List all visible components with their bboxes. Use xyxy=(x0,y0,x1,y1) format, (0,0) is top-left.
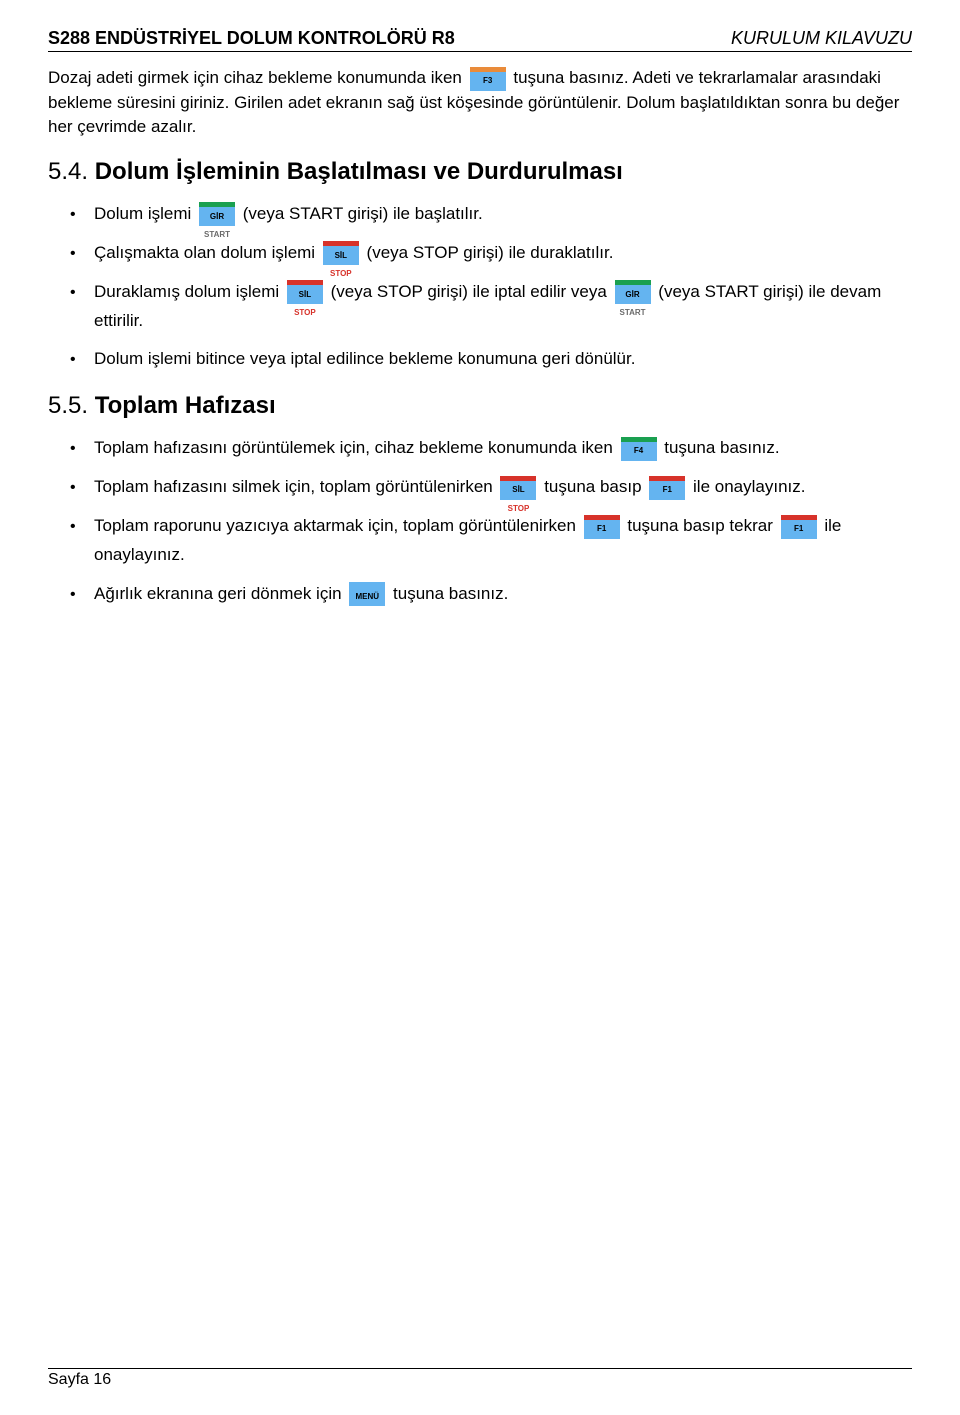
item-text: Ağırlık ekranına geri dönmek için xyxy=(94,584,346,603)
item-text: Dolum işlemi bitince veya iptal edilince… xyxy=(94,349,635,368)
item-text: (veya START girişi) ile başlatılır. xyxy=(243,204,483,223)
f1-key[interactable]: F1 xyxy=(781,515,817,539)
page-footer: Sayfa 16 xyxy=(48,1368,912,1389)
menu-key-label: MENÜ xyxy=(349,587,385,606)
item-text: tuşuna basıp xyxy=(544,477,646,496)
header-right: KURULUM KILAVUZU xyxy=(731,28,912,49)
section-5-4-num: 5.4. xyxy=(48,158,88,185)
header-left: S288 ENDÜSTRİYEL DOLUM KONTROLÖRÜ R8 xyxy=(48,28,455,49)
sil-key[interactable]: SİL STOP xyxy=(287,280,323,304)
sil-key-label: SİL xyxy=(287,285,323,304)
section-5-5-num: 5.5. xyxy=(48,392,88,419)
item-text: Dolum işlemi xyxy=(94,204,196,223)
item-text: Toplam hafızasını silmek için, toplam gö… xyxy=(94,477,497,496)
f1-key-label: F1 xyxy=(781,520,817,539)
item-text: (veya STOP girişi) ile duraklatılır. xyxy=(367,243,614,262)
item-text: tuşuna basınız. xyxy=(664,438,779,457)
item-text: ile onaylayınız. xyxy=(693,477,805,496)
page-number: Sayfa 16 xyxy=(48,1371,111,1388)
menu-key[interactable]: MENÜ xyxy=(349,582,385,606)
item-text: Çalışmakta olan dolum işlemi xyxy=(94,243,320,262)
sil-key[interactable]: SİL STOP xyxy=(500,476,536,500)
gir-key-sub: START xyxy=(615,309,651,317)
list-item: Dolum işlemi bitince veya iptal edilince… xyxy=(48,345,912,374)
list-item: Toplam hafızasını görüntülemek için, cih… xyxy=(48,434,912,463)
f1-key[interactable]: F1 xyxy=(649,476,685,500)
gir-key[interactable]: GİR START xyxy=(615,280,651,304)
sil-key[interactable]: SİL STOP xyxy=(323,241,359,265)
section-5-4-list: Dolum işlemi GİR START (veya START giriş… xyxy=(48,200,912,374)
item-text: tuşuna basınız. xyxy=(393,584,508,603)
section-5-4-title: Dolum İşleminin Başlatılması ve Durdurul… xyxy=(88,158,623,185)
gir-key[interactable]: GİR START xyxy=(199,202,235,226)
section-5-5-list: Toplam hafızasını görüntülemek için, cih… xyxy=(48,434,912,608)
sil-key-label: SİL xyxy=(500,481,536,500)
intro-text-a: Dozaj adeti girmek için cihaz bekleme ko… xyxy=(48,68,467,87)
item-text: Toplam raporunu yazıcıya aktarmak için, … xyxy=(94,516,581,535)
item-text: tuşuna basıp tekrar xyxy=(627,516,777,535)
item-text: Duraklamış dolum işlemi xyxy=(94,282,284,301)
item-text: (veya STOP girişi) ile iptal edilir veya xyxy=(331,282,612,301)
list-item: Çalışmakta olan dolum işlemi SİL STOP (v… xyxy=(48,239,912,268)
page-header: S288 ENDÜSTRİYEL DOLUM KONTROLÖRÜ R8 KUR… xyxy=(48,28,912,52)
f4-key[interactable]: F4 xyxy=(621,437,657,461)
gir-key-label: GİR xyxy=(615,285,651,304)
gir-key-label: GİR xyxy=(199,207,235,226)
sil-key-label: SİL xyxy=(323,246,359,265)
sil-key-sub: STOP xyxy=(287,309,323,317)
list-item: Duraklamış dolum işlemi SİL STOP (veya S… xyxy=(48,278,912,336)
list-item: Toplam hafızasını silmek için, toplam gö… xyxy=(48,473,912,502)
section-5-5-heading: 5.5. Toplam Hafızası xyxy=(48,392,912,420)
f1-key-label: F1 xyxy=(649,481,685,500)
intro-paragraph: Dozaj adeti girmek için cihaz bekleme ko… xyxy=(48,66,912,140)
f1-key-label: F1 xyxy=(584,520,620,539)
f3-key[interactable]: F3 xyxy=(470,67,506,91)
list-item: Ağırlık ekranına geri dönmek için MENÜ t… xyxy=(48,580,912,609)
section-5-5-title: Toplam Hafızası xyxy=(88,392,276,419)
f3-key-label: F3 xyxy=(470,72,506,91)
f1-key[interactable]: F1 xyxy=(584,515,620,539)
list-item: Toplam raporunu yazıcıya aktarmak için, … xyxy=(48,512,912,570)
item-text: Toplam hafızasını görüntülemek için, cih… xyxy=(94,438,618,457)
section-5-4-heading: 5.4. Dolum İşleminin Başlatılması ve Dur… xyxy=(48,158,912,186)
f4-key-label: F4 xyxy=(621,442,657,461)
list-item: Dolum işlemi GİR START (veya START giriş… xyxy=(48,200,912,229)
